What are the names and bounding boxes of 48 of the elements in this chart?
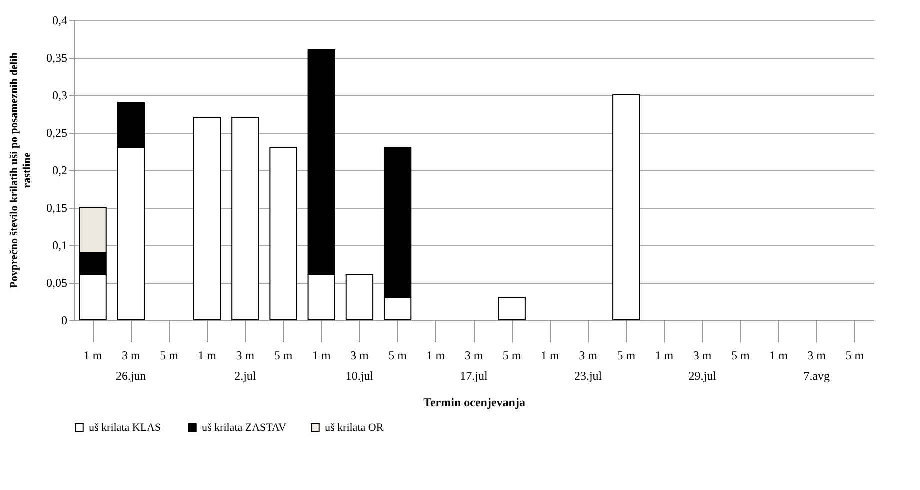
text: 17.jul bbox=[460, 369, 488, 383]
y-tick-label: 0,35 bbox=[46, 51, 68, 65]
y-tick-label: 0,4 bbox=[52, 14, 68, 28]
x-tick-label: 3 m bbox=[464, 348, 484, 362]
x-tick-label: 5 m bbox=[846, 348, 865, 362]
text: 2.jul bbox=[234, 369, 257, 383]
y-tick-label: 0,1 bbox=[52, 238, 68, 252]
bar bbox=[232, 117, 260, 320]
legend-label: uš krilata ZASTAV bbox=[202, 422, 287, 434]
x-tick-label: 1 m bbox=[84, 348, 103, 362]
x-tick-label: 5 m bbox=[274, 348, 294, 362]
legend-label: uš krilata OR bbox=[325, 422, 384, 434]
x-tick-label: 3 m bbox=[693, 348, 712, 362]
x-tick-label: 1 m bbox=[426, 348, 446, 362]
text: 23.jul bbox=[574, 369, 603, 383]
x-tick-label: 3 m bbox=[350, 348, 370, 362]
x-tick-label: 3 m bbox=[579, 348, 598, 362]
x-tick-label: 5 m bbox=[731, 348, 750, 362]
x-tick-label: 5 m bbox=[388, 348, 408, 362]
bar bbox=[612, 94, 640, 320]
x-tick-label: 3 m bbox=[808, 348, 827, 362]
y-tick-label: 0,3 bbox=[52, 88, 68, 102]
x-tick-label: 5 m bbox=[160, 348, 180, 362]
x-tick-label: 5 m bbox=[617, 348, 636, 362]
y-tick-label: 0,25 bbox=[46, 126, 68, 140]
y-tick-label: 0,2 bbox=[52, 164, 68, 178]
x-tick-label: 1 m bbox=[541, 348, 560, 362]
text: 26.jun bbox=[116, 369, 146, 383]
x-tick-label: 5 m bbox=[502, 348, 522, 362]
x-tick-label: 3 m bbox=[236, 348, 256, 362]
y-axis-title: Povprečno število krilatih uši po posameznih delih rastline bbox=[8, 52, 34, 288]
y-tick-label: 0,05 bbox=[46, 276, 68, 290]
x-axis-title: Termin ocenjevanja bbox=[424, 396, 526, 410]
bar bbox=[498, 297, 526, 320]
x-tick-label: 3 m bbox=[122, 348, 141, 362]
text: 29.jul bbox=[688, 369, 718, 383]
bar bbox=[194, 117, 222, 320]
text: 7.avg bbox=[804, 369, 830, 383]
x-tick-label: 1 m bbox=[198, 348, 218, 362]
legend-label: uš krilata KLAS bbox=[89, 422, 162, 434]
x-tick-label: 1 m bbox=[770, 348, 789, 362]
y-tick-label: 0 bbox=[62, 314, 68, 328]
bar bbox=[270, 147, 298, 320]
text: 10.jul bbox=[346, 369, 374, 383]
x-tick-label: 1 m bbox=[655, 348, 674, 362]
x-tick-label: 1 m bbox=[312, 348, 332, 362]
bar bbox=[346, 274, 374, 320]
y-tick-label: 0,15 bbox=[46, 201, 68, 215]
